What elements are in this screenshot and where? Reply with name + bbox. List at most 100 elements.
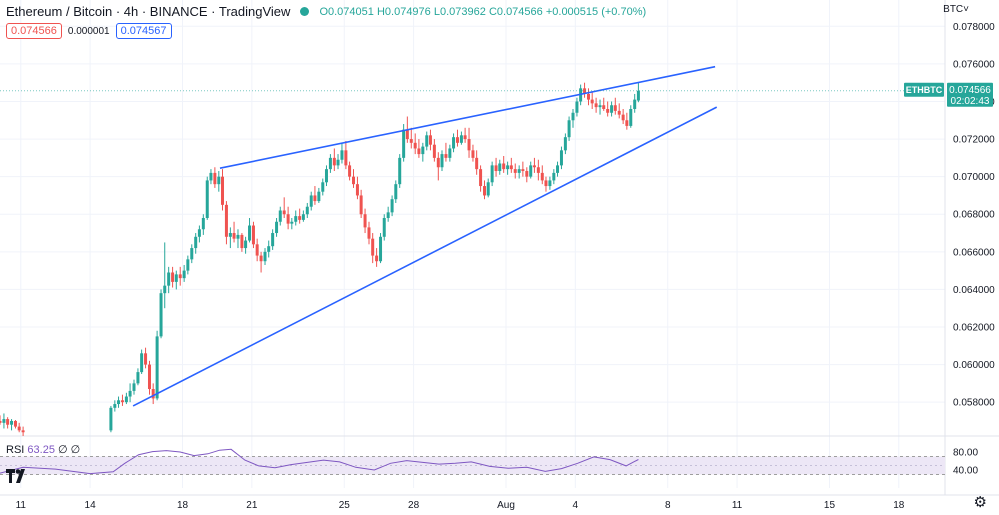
trendline-lower[interactable] — [132, 106, 718, 407]
candle-body — [386, 212, 390, 218]
candle-body — [363, 214, 367, 228]
sell-price-button[interactable]: 0.074566 — [6, 23, 62, 39]
candle-body — [459, 135, 463, 143]
gear-icon[interactable]: ⚙ — [973, 494, 987, 511]
candle-body — [556, 165, 560, 173]
candle-body — [417, 148, 421, 155]
candle-body — [251, 225, 255, 245]
candle-body — [382, 218, 386, 237]
x-tick-label: Aug — [497, 500, 515, 511]
candle-body — [248, 225, 252, 241]
candle-body — [421, 146, 425, 155]
candle-body — [409, 139, 413, 143]
y-tick-label: 0.058000 — [953, 398, 995, 409]
candle-body — [509, 165, 513, 170]
candle-body — [455, 137, 459, 143]
candle-body — [359, 195, 363, 215]
candle-body — [117, 400, 121, 405]
candle-body — [271, 233, 275, 247]
x-tick-label: 25 — [339, 500, 351, 511]
candle-body — [590, 99, 594, 104]
candle-body — [432, 144, 436, 158]
candle-body — [398, 157, 402, 185]
y-tick-label: 0.062000 — [953, 323, 995, 334]
candle-body — [340, 150, 344, 160]
candle-body — [298, 216, 302, 220]
candle-body — [286, 214, 290, 224]
candle-body — [405, 129, 409, 140]
low-value: 0.073962 — [439, 5, 486, 18]
candle-body — [390, 199, 394, 213]
rsi-value: 63.25 — [27, 444, 55, 456]
last-price-tag — [947, 82, 993, 107]
candle-body — [525, 171, 529, 177]
candle-body — [352, 176, 356, 185]
candle-body — [255, 244, 259, 256]
candle-body — [336, 159, 340, 166]
x-tick-label: 11 — [732, 500, 743, 511]
candle-body — [309, 195, 313, 207]
candle-body — [120, 400, 124, 403]
candle-body — [636, 90, 640, 101]
candle-body — [197, 229, 201, 237]
candle-body — [186, 259, 190, 271]
candle-body — [436, 157, 440, 168]
candle-body — [294, 216, 298, 222]
candle-body — [17, 426, 21, 431]
candle-body — [136, 372, 140, 384]
candle-body — [617, 110, 621, 115]
candle-body — [428, 135, 432, 145]
x-tick-label: 18 — [893, 500, 905, 511]
candle-body — [275, 221, 279, 234]
candle-body — [467, 139, 471, 151]
candle-body — [151, 389, 155, 399]
rsi-legend[interactable]: RSI 63.25 ∅ ∅ — [6, 443, 80, 456]
candle-body — [213, 172, 217, 185]
symbol-title[interactable]: Ethereum / Bitcoin · 4h · BINANCE · Trad… — [6, 4, 291, 19]
candle-body — [494, 165, 498, 172]
candle-body — [513, 169, 517, 173]
candle-body — [278, 210, 282, 222]
y-tick-label: 0.060000 — [953, 360, 995, 371]
candle-body — [355, 184, 359, 196]
currency-selector[interactable]: BTC˅ — [943, 4, 969, 15]
candle-body — [182, 270, 186, 279]
symbol-tag-label: ETHBTC — [906, 85, 943, 95]
candle-body — [113, 404, 117, 408]
candle-body — [0, 420, 2, 423]
tradingview-logo-icon[interactable] — [6, 469, 28, 486]
candle-body — [140, 353, 144, 373]
candle-body — [548, 180, 552, 187]
candle-body — [613, 105, 617, 111]
candle-body — [2, 419, 6, 423]
candle-body — [205, 180, 209, 218]
candle-body — [267, 246, 271, 252]
high-value: 0.074976 — [384, 5, 431, 18]
y-tick-label: 0.064000 — [953, 285, 995, 296]
candle-body — [132, 383, 136, 391]
candle-body — [532, 165, 536, 168]
symbol-price-tag — [904, 82, 944, 97]
candle-body — [594, 103, 598, 108]
candle-body — [217, 176, 221, 185]
candle-body — [583, 88, 587, 94]
candle-body — [305, 206, 309, 215]
buy-price-button[interactable]: 0.074567 — [115, 23, 172, 39]
y-tick-label: 0.078000 — [953, 22, 995, 33]
x-tick-label: 28 — [408, 500, 420, 511]
candle-body — [483, 186, 487, 196]
candle-body — [402, 129, 406, 158]
candle-body — [444, 154, 448, 158]
candle-body — [463, 135, 467, 140]
x-tick-label: 18 — [177, 500, 189, 511]
candle-body — [301, 214, 305, 220]
candle-body — [344, 150, 348, 166]
trendline-upper[interactable] — [219, 65, 716, 169]
x-tick-label: 14 — [85, 500, 97, 511]
candle-body — [174, 274, 178, 282]
candle-body — [521, 169, 525, 172]
candle-body — [379, 236, 383, 262]
chevron-down-icon: ˅ — [963, 4, 969, 15]
candle-body — [602, 105, 606, 109]
